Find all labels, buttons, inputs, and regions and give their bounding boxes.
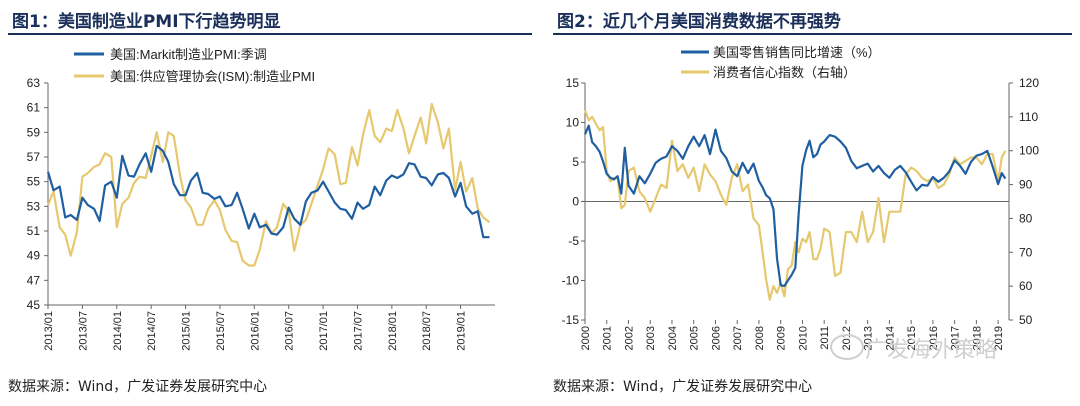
y-tick-label: 45 — [27, 298, 41, 312]
x-tick-label: 2013/07 — [77, 311, 89, 351]
y-tick-label: 49 — [27, 249, 41, 263]
figure-2-source: 数据来源：Wind，广发证券发展研究中心 — [553, 379, 813, 395]
y-tick-label: 57 — [27, 150, 41, 164]
right-y-tick-label: 70 — [1019, 245, 1033, 259]
left-y-tick-label: 15 — [566, 76, 580, 90]
x-tick-label: 2010 — [797, 326, 809, 350]
x-tick-label: 2016/01 — [249, 311, 261, 351]
x-tick-label: 2007 — [732, 326, 744, 350]
x-tick-label: 2017 — [950, 326, 962, 350]
y-tick-label: 47 — [27, 273, 41, 287]
x-tick-label: 2016/07 — [284, 311, 296, 351]
watermark-text: 广发海外策略 — [865, 338, 998, 363]
figure-2-panel: 图2：近几个月美国消费数据不再强势 -15 -10 -5 0 5 10 15 50 60 70 80… — [545, 0, 1080, 406]
right-y-tick-label: 120 — [1019, 76, 1039, 90]
legend-label: 美国:Markit制造业PMI:季调 — [110, 47, 267, 62]
x-tick-label: 2014 — [884, 326, 896, 350]
x-tick-label: 2013 — [863, 326, 875, 350]
y-tick-label: 61 — [27, 101, 41, 115]
x-tick-label: 2014/01 — [112, 311, 124, 351]
x-tick-label: 2018 — [971, 326, 983, 350]
x-tick-label: 2011 — [819, 326, 831, 350]
y-tick-label: 59 — [27, 125, 41, 139]
x-tick-label: 2018/07 — [421, 311, 433, 351]
pmi-chart: 45 47 49 51 53 55 57 59 61 63 2013/01 2013/07 2014/0… — [27, 47, 495, 351]
left-y-tick-label: 5 — [572, 155, 579, 169]
wechat-logo-icon — [830, 334, 864, 360]
figure-2-title: 图2：近几个月美国消费数据不再强势 — [557, 12, 841, 32]
x-tick-label: 2019/01 — [456, 311, 468, 351]
x-tick-label: 2015/01 — [181, 311, 193, 351]
left-y-tick-label: -15 — [562, 313, 580, 327]
y-tick-label: 63 — [27, 76, 41, 90]
x-tick-label: 2003 — [645, 326, 657, 350]
x-tick-label: 2013/01 — [43, 311, 55, 351]
right-y-tick-label: 80 — [1019, 211, 1033, 225]
series-line-markit-pmi — [46, 144, 490, 239]
x-tick-label: 2001 — [602, 326, 614, 350]
x-tick-label: 2015 — [906, 326, 918, 350]
right-y-tick-label: 100 — [1019, 144, 1039, 158]
x-tick-label: 2019 — [993, 326, 1005, 350]
left-y-tick-label: 10 — [566, 116, 580, 130]
figure-1-source: 数据来源：Wind，广发证券发展研究中心 — [8, 379, 268, 395]
right-y-tick-label: 60 — [1019, 279, 1033, 293]
y-tick-label: 53 — [27, 199, 41, 213]
x-tick-label: 2006 — [710, 326, 722, 350]
right-y-tick-label: 50 — [1019, 313, 1033, 327]
legend-label: 美国零售销售同比增速（%） — [713, 45, 881, 60]
figure-1-title-rule — [8, 33, 532, 35]
x-tick-label: 2002 — [623, 326, 635, 350]
figure-1-panel: 图1：美国制造业PMI下行趋势明显 45 47 49 51 53 55 57 59 61 63 20… — [8, 12, 532, 395]
x-tick-label: 2017/01 — [318, 311, 330, 351]
figure-1-title: 图1：美国制造业PMI下行趋势明显 — [12, 12, 281, 32]
x-tick-label: 2018/01 — [387, 311, 399, 351]
left-y-tick-label: -10 — [562, 274, 580, 288]
legend-label: 美国:供应管理协会(ISM):制造业PMI — [110, 69, 315, 84]
y-tick-label: 55 — [27, 175, 41, 189]
figure-2-title-rule — [553, 33, 1072, 35]
left-y-tick-label: -5 — [568, 234, 579, 248]
right-y-tick-label: 110 — [1019, 110, 1038, 124]
series-line-consumer-confidence — [583, 109, 1007, 301]
series-line-ism-pmi — [46, 102, 491, 267]
x-tick-label: 2017/07 — [352, 311, 364, 351]
x-tick-label: 2004 — [667, 326, 679, 350]
left-y-tick-label: 0 — [572, 195, 579, 209]
series-line-retail-sales-yoy — [583, 124, 1007, 288]
y-tick-label: 51 — [27, 224, 41, 238]
legend-label: 消费者信心指数（右轴） — [713, 65, 856, 80]
x-tick-label: 2005 — [689, 326, 701, 350]
x-tick-label: 2000 — [580, 326, 592, 350]
right-y-tick-label: 90 — [1019, 178, 1033, 192]
x-tick-label: 2014/07 — [146, 311, 158, 351]
x-tick-label: 2015/07 — [215, 311, 227, 351]
x-tick-label: 2016 — [928, 326, 940, 350]
consumption-chart: -15 -10 -5 0 5 10 15 50 60 70 80 90 100 110 120 2000 200… — [562, 45, 1040, 350]
x-tick-label: 2008 — [754, 326, 766, 350]
x-tick-label: 2009 — [776, 326, 788, 350]
